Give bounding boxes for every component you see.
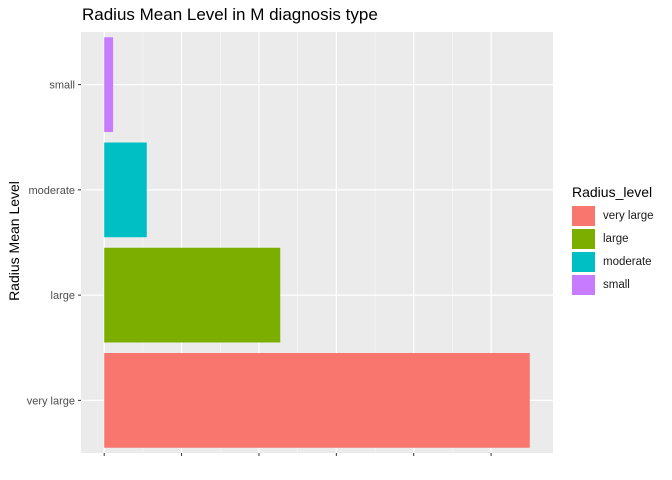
bar-large (104, 247, 281, 343)
legend-item-very-large: very large (572, 204, 654, 227)
legend-items: very large large moderate small (572, 204, 654, 296)
legend-label: moderate (603, 255, 652, 268)
y-tick-label: small (49, 80, 75, 92)
bar-very-large (104, 353, 530, 448)
bars (104, 37, 530, 448)
legend-swatch (572, 228, 595, 249)
legend-label: very large (603, 209, 654, 222)
legend-item-moderate: moderate (572, 250, 654, 273)
legend-swatch (572, 274, 595, 295)
x-axis-ticks (103, 453, 492, 456)
chart-title: Radius Mean Level in M diagnosis type (82, 5, 378, 24)
legend-swatch (572, 205, 595, 226)
y-axis-label: Radius Mean Level (6, 181, 22, 301)
y-tick-label: large (51, 290, 75, 302)
bar-small (104, 37, 114, 132)
legend-title: Radius_level (572, 184, 653, 200)
legend-item-small: small (572, 273, 654, 296)
legend: Radius_level very large large moderate smal… (572, 184, 654, 296)
y-tick-label: moderate (29, 185, 75, 197)
legend-swatch (572, 251, 595, 272)
y-axis-ticks: very large large moderate small (27, 80, 81, 407)
y-tick-label: very large (27, 395, 75, 407)
legend-label: large (603, 232, 629, 245)
bar-moderate (104, 142, 147, 238)
legend-item-large: large (572, 227, 654, 250)
legend-label: small (603, 278, 630, 291)
